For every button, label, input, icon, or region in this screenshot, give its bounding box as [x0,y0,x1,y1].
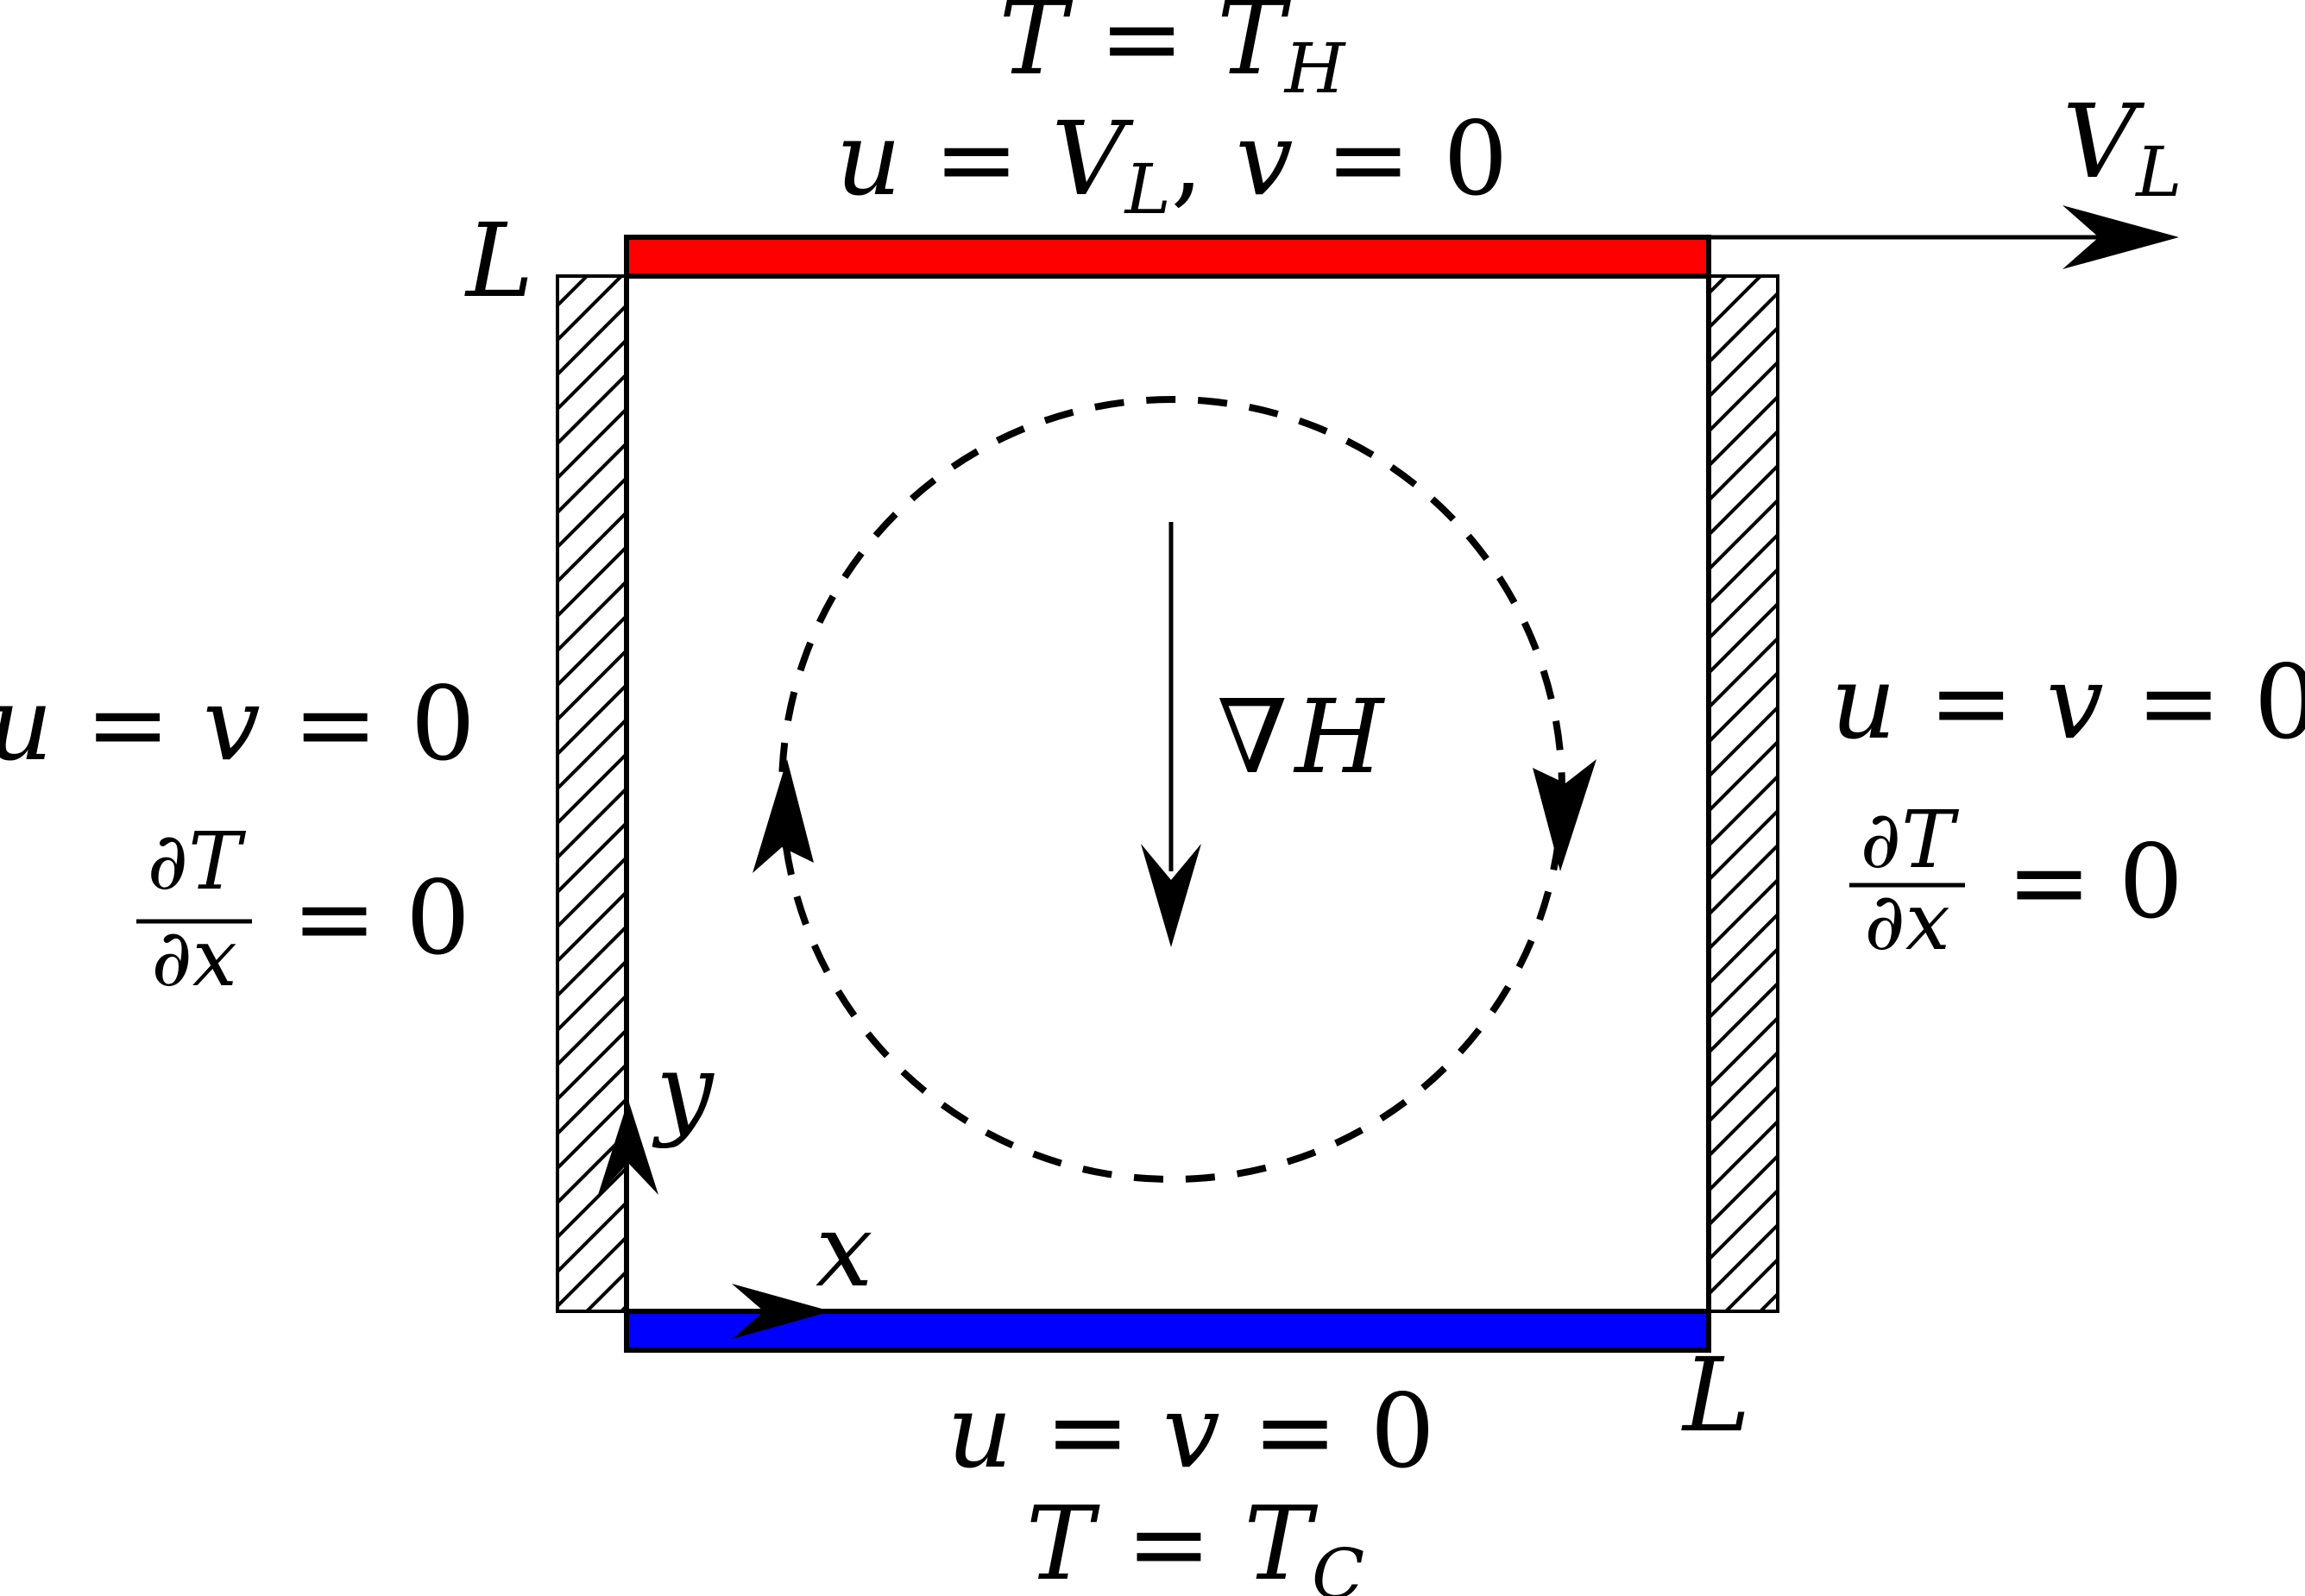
right-velocity-label: u = v = 0 [1830,643,2305,762]
circulation-arrow-down-icon [1533,759,1596,871]
arrow-up-icon [598,1100,658,1195]
left-wall-hatch [556,274,628,1313]
arrow-down-icon [1141,522,1201,947]
left-flux-denominator: ∂x [151,912,236,1004]
bottom-velocity-label: u = v = 0 [947,1372,1435,1491]
arrow-right-icon [1709,205,2179,269]
left-velocity-label: u = v = 0 [0,664,475,783]
left-flux-label: ∂T ∂x = 0 [136,815,470,1004]
right-flux-zero: 0 [2119,822,2183,941]
left-flux-zero: 0 [406,858,470,977]
top-temperature-label: T = TH [998,0,1346,109]
circulation-arrow-up-icon [753,759,814,873]
cavity-outline [624,273,1711,1314]
right-flux-denominator: ∂x [1864,876,1949,968]
left-flux-equals: = [292,858,377,977]
corner-label-top-left: L [464,201,533,320]
left-flux-numerator: ∂T [148,815,247,908]
arrow-right-icon [732,1284,831,1339]
corner-label-bottom-right: L [1681,1335,1750,1455]
hot-wall [624,235,1711,279]
right-flux-equals: = [2006,822,2092,941]
right-flux-label: ∂T ∂x = 0 [1849,794,2183,968]
right-wall-hatch [1707,274,1779,1313]
gradient-label: ∇H [1217,677,1385,796]
bottom-temperature-label: T = TC [1026,1484,1365,1596]
lid-velocity-label: VL [2063,82,2182,212]
axis-label-x: x [816,1191,873,1310]
right-flux-numerator: ∂T [1861,794,1960,886]
axis-label-y: y [652,1031,715,1150]
top-velocity-label: u = VL, v = 0 [836,99,1508,229]
